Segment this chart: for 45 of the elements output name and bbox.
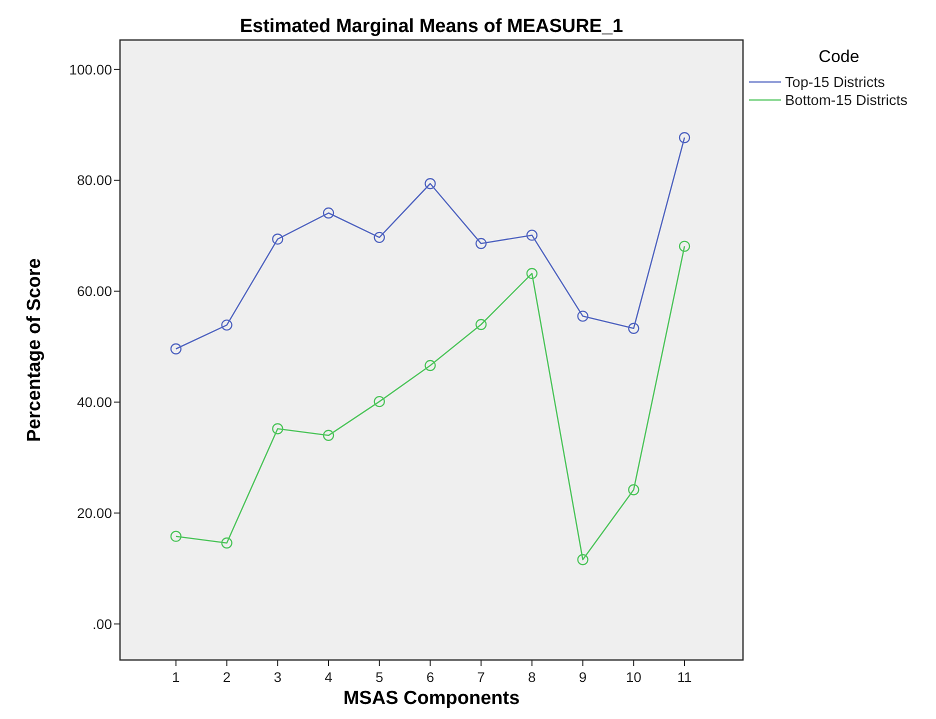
point — [628, 484, 640, 496]
x-tick-label: 4 — [324, 669, 333, 685]
point — [526, 230, 538, 241]
legend-title: Code — [818, 47, 860, 66]
x-tick-label: 9 — [578, 669, 587, 685]
point — [424, 360, 436, 372]
x-tick-label: 11 — [677, 669, 692, 685]
point — [272, 423, 284, 434]
point — [678, 240, 690, 252]
point — [221, 537, 232, 549]
y-tick-label: 100.00 — [69, 61, 112, 78]
x-tick-label: 2 — [222, 669, 231, 685]
point — [272, 233, 284, 245]
point — [424, 178, 436, 190]
x-tick-label: 6 — [426, 669, 434, 685]
point — [678, 132, 690, 144]
x-axis-title: MSAS Components — [343, 688, 520, 709]
x-tick-label: 1 — [172, 669, 180, 685]
point — [577, 554, 588, 566]
point — [475, 318, 487, 330]
point — [221, 319, 232, 331]
point — [374, 396, 385, 408]
y-tick-label: 20.00 — [76, 504, 112, 521]
y-tick-label: 40.00 — [76, 394, 112, 410]
point — [170, 343, 182, 354]
chart-title: Estimated Marginal Means of MEASURE_1 — [240, 16, 624, 37]
point — [577, 310, 588, 322]
point — [170, 530, 182, 542]
x-tick-label: 7 — [477, 669, 486, 685]
point — [526, 268, 538, 280]
legend-label: Bottom-15 Districts — [785, 93, 908, 110]
point — [322, 430, 334, 441]
legend-label: Top-15 Districts — [785, 75, 885, 92]
point — [628, 322, 640, 334]
point — [374, 232, 385, 244]
point — [475, 238, 487, 250]
x-tick-label: 5 — [375, 669, 384, 685]
y-tick-label: 80.00 — [76, 172, 112, 188]
x-tick-label: 3 — [274, 669, 282, 685]
x-tick-label: 8 — [528, 669, 536, 685]
y-tick-label: .00 — [92, 616, 112, 632]
y-axis-title: Percentage of Score — [24, 258, 45, 442]
x-tick-label: 10 — [626, 669, 642, 685]
point — [322, 207, 334, 219]
y-tick-label: 60.00 — [76, 283, 112, 300]
